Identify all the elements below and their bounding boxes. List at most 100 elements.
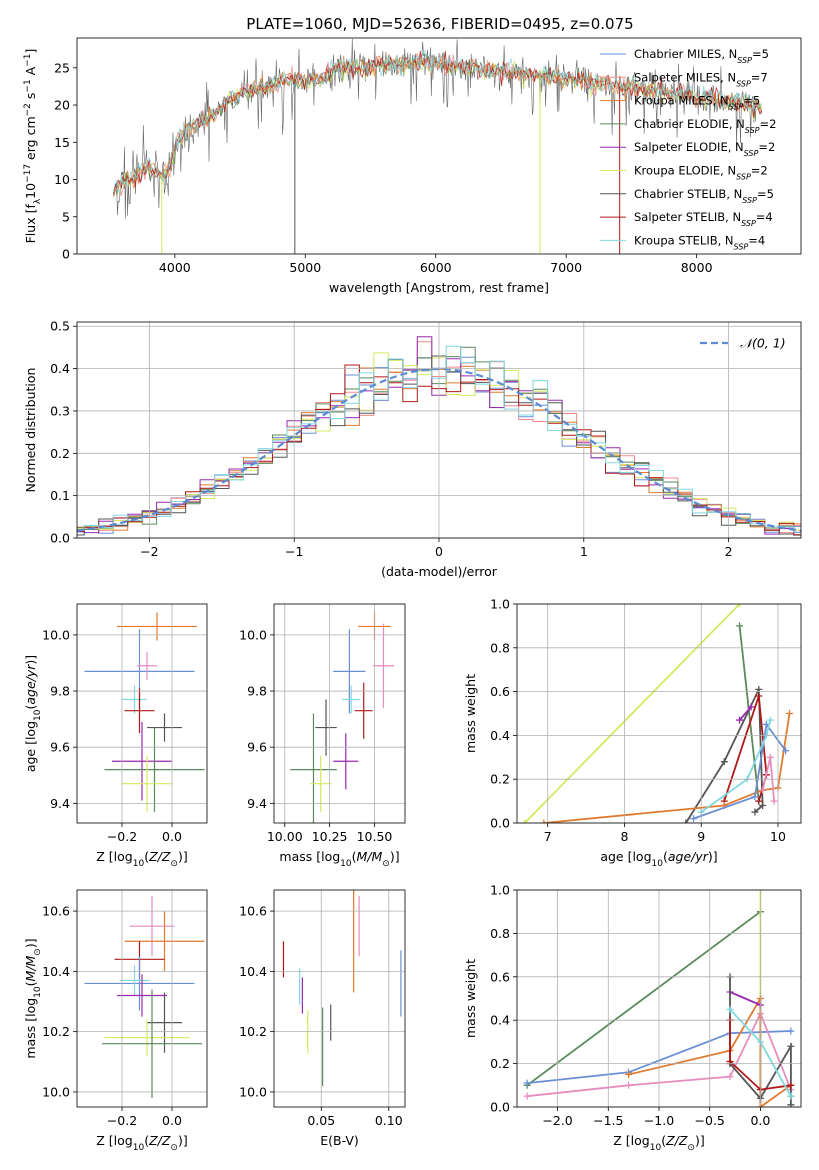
errorbar-kroupa_elodie [104, 1019, 190, 1056]
x-axis-label: wavelength [Angstrom, rest frame] [329, 280, 549, 295]
series-point [787, 1081, 795, 1089]
x-axis-label: E(B-V) [320, 1133, 359, 1148]
x-axis-label: (data-model)/error [381, 564, 498, 579]
series-point [787, 1042, 795, 1050]
series-point [755, 797, 763, 805]
y-tick-label: 0.8 [490, 926, 510, 941]
series-line [700, 719, 772, 813]
x-tick-label: −1 [285, 544, 303, 559]
x-tick-label: −0.5 [695, 1113, 725, 1128]
axes-frame [76, 603, 208, 824]
x-tick-label: 2 [725, 544, 733, 559]
y-axis-label: Normed distribution [23, 368, 38, 493]
axes-frame [76, 321, 802, 539]
y-tick-label: 0.1 [50, 488, 70, 503]
y-axis-label: Flux [fλ10−17 erg cm−2 s−1 A−1] [23, 49, 43, 244]
y-tick-label: 0.5 [50, 319, 70, 334]
y-tick-label: 10.2 [239, 1024, 267, 1039]
y-tick-label: 10.0 [239, 1084, 267, 1099]
errorbar-kroupa_elodie [122, 755, 172, 812]
errorbar-chabrier_elodie [104, 727, 205, 812]
y-tick-label: 10.6 [239, 904, 267, 919]
y-tick-label: 0.8 [490, 640, 510, 655]
series-point [759, 786, 767, 794]
series-point [540, 819, 548, 823]
legend-entry: Chabrier MILES, NSSP=5 [634, 47, 769, 65]
x-tick-label: 10.25 [312, 829, 348, 844]
plot-area-mass_vs_Z [84, 896, 205, 1098]
y-tick-label: 0.2 [490, 772, 510, 787]
series-point [782, 747, 790, 755]
y-tick-label: 9.4 [247, 796, 267, 811]
x-tick-label: −0.2 [107, 1113, 137, 1128]
series-point [787, 1092, 795, 1100]
series-line [524, 604, 741, 823]
axes-frame [273, 889, 406, 1108]
legend-entry: Chabrier STELIB, NSSP=5 [634, 187, 774, 205]
series-line [738, 625, 760, 802]
x-tick-label: 6000 [420, 260, 452, 275]
x-tick-label: 8000 [681, 260, 713, 275]
y-tick-label: 0.4 [50, 361, 70, 376]
model-line-kroupa_stelib [113, 50, 762, 195]
x-tick-label: 0.0 [162, 829, 182, 844]
errorbar-chabrier_elodie [290, 713, 337, 823]
series-point [766, 716, 774, 724]
plot-area-age_vs_Z [84, 612, 205, 812]
errorbar-kroupa_elodie [309, 755, 332, 812]
x-tick-label: 0.0 [162, 1113, 182, 1128]
y-tick-label: 9.8 [50, 684, 70, 699]
y-tick-label: 10.4 [42, 964, 70, 979]
y-tick-label: 0.6 [490, 684, 510, 699]
y-tick-label: 15 [54, 135, 70, 150]
y-tick-label: 0 [62, 247, 70, 262]
errorbar-salpeter_stelib [124, 688, 155, 734]
errorbar-kroupa_stelib [119, 965, 150, 996]
x-axis-label: mass [log10(M/M⊙)] [279, 849, 399, 869]
errorbar-chabrier_miles [84, 956, 195, 1011]
errorbar-chabrier_stelib [147, 713, 182, 742]
series-point [625, 1081, 633, 1089]
series-point [751, 793, 759, 801]
x-tick-label: 5000 [289, 260, 321, 275]
y-tick-label: 10.2 [42, 1024, 70, 1039]
legend: Chabrier MILES, NSSP=5 Salpeter MILES, NS… [600, 47, 776, 251]
panel-age_vs_Z: −0.2 0.0 9.4 9.6 9.8 10.0 Z [log10(Z/Z⊙)] age [… [23, 603, 208, 869]
panel-mass_vs_ebv: 0.05 0.10 10.0 10.2 10.4 10.6 E(B-V) [239, 889, 406, 1148]
plot-area-spectrum [113, 38, 762, 254]
x-axis-label: age [log10(age/yr)] [600, 849, 717, 869]
y-tick-label: 0.0 [50, 531, 70, 546]
y-tick-label: 10.4 [239, 964, 267, 979]
series-point [751, 808, 759, 816]
y-axis-label: mass weight [463, 959, 478, 1038]
series-point [625, 1070, 633, 1078]
errorbar-chabrier_stelib [315, 699, 337, 756]
errorbar-kroupa_miles [117, 612, 197, 641]
y-tick-label: 0.3 [50, 403, 70, 418]
series-kroupa_elodie [521, 604, 744, 823]
x-tick-label: 4000 [159, 260, 191, 275]
y-tick-label: 0.0 [490, 1100, 510, 1115]
panel-mass_vs_Z: −0.2 0.0 10.0 10.2 10.4 10.6 Z [log10(Z/Z⊙)] ma… [23, 889, 208, 1153]
x-tick-label: −1.5 [593, 1113, 623, 1128]
x-tick-label: 0.05 [307, 1113, 335, 1128]
axes-frame [516, 889, 802, 1108]
y-tick-label: 10.0 [42, 627, 70, 642]
series-line [729, 1020, 792, 1091]
legend-entry: Kroupa ELODIE, NSSP=2 [634, 164, 768, 182]
y-tick-label: 25 [54, 60, 70, 75]
series-point [755, 692, 763, 700]
series-point [690, 815, 698, 823]
x-tick-label: 10 [770, 829, 786, 844]
y-tick-label: 9.8 [247, 684, 267, 699]
series-point [682, 819, 690, 823]
series-point [785, 710, 793, 717]
y-tick-label: 0.2 [50, 446, 70, 461]
y-axis-label: mass weight [463, 674, 478, 753]
panel-weight_vs_Z: −2.0 −1.5 −1.0 −0.5 0.0 0.0 0.2 0.4 0.6 0.8 1.0 Z [… [463, 883, 802, 1153]
errorbar-salpeter_elodie [112, 721, 172, 801]
legend-entry: Salpeter ELODIE, NSSP=2 [634, 140, 775, 158]
series-line [729, 991, 761, 1006]
axes-frame [273, 603, 406, 824]
axes-frame [76, 37, 802, 255]
